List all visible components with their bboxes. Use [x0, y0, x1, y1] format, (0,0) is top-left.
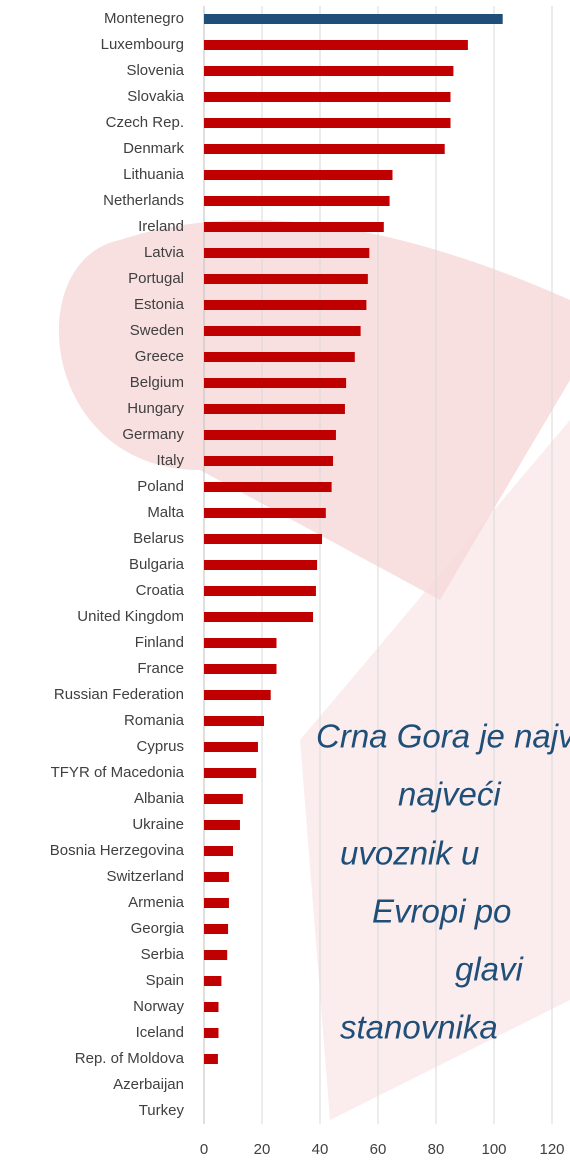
y-tick-label: Sweden [130, 322, 184, 339]
y-tick-label: Ireland [138, 218, 184, 235]
bar [204, 794, 243, 804]
bar [204, 118, 451, 128]
y-tick-label: Rep. of Moldova [75, 1050, 185, 1067]
x-tick-label: 100 [481, 1141, 506, 1158]
x-tick-label: 20 [254, 1141, 271, 1158]
y-tick-label: Denmark [123, 140, 184, 157]
y-tick-label: Switzerland [106, 868, 184, 885]
x-tick-label: 80 [428, 1141, 445, 1158]
bar [204, 482, 332, 492]
bar [204, 222, 384, 232]
bar [204, 1054, 218, 1064]
y-tick-label: Turkey [139, 1102, 185, 1119]
y-tick-label: Luxembourg [101, 36, 184, 53]
y-tick-label: Italy [156, 452, 184, 469]
y-tick-label: Bulgaria [129, 556, 185, 573]
bar [204, 40, 468, 50]
bar [204, 196, 390, 206]
bar [204, 430, 336, 440]
y-tick-label: Belarus [133, 530, 184, 547]
x-tick-label: 0 [200, 1141, 208, 1158]
bar [204, 144, 445, 154]
y-tick-label: TFYR of Macedonia [51, 764, 185, 781]
bar [204, 768, 257, 778]
y-tick-label: Cyprus [136, 738, 184, 755]
bar [204, 846, 233, 856]
bar [204, 534, 323, 544]
bar [204, 404, 345, 414]
bar [204, 820, 240, 830]
bar [204, 378, 347, 388]
y-tick-label: Malta [147, 504, 184, 521]
bar [204, 248, 370, 258]
bar [204, 638, 277, 648]
y-tick-label: Greece [135, 348, 184, 365]
bar [204, 664, 277, 674]
y-tick-label: Albania [134, 790, 185, 807]
y-tick-label: Georgia [131, 920, 185, 937]
y-tick-label: Estonia [134, 296, 185, 313]
bar [204, 352, 355, 362]
bar [204, 1002, 219, 1012]
x-tick-label: 40 [312, 1141, 329, 1158]
annotation: stanovnika [340, 1009, 498, 1046]
bar [204, 456, 334, 466]
bar [204, 274, 368, 284]
bar [204, 716, 265, 726]
y-tick-label: Hungary [127, 400, 184, 417]
y-tick-label: Croatia [136, 582, 185, 599]
y-tick-label: Romania [124, 712, 185, 729]
y-tick-label: Spain [146, 972, 184, 989]
bar [204, 92, 451, 102]
y-tick-label: Latvia [144, 244, 185, 261]
bar [204, 924, 229, 934]
bar [204, 950, 228, 960]
bar [204, 612, 314, 622]
bar [204, 508, 326, 518]
y-tick-label: Belgium [130, 374, 184, 391]
y-tick-label: Serbia [141, 946, 185, 963]
y-tick-label: Bosnia Herzegovina [50, 842, 185, 859]
x-tick-label: 60 [370, 1141, 387, 1158]
y-tick-label: Montenegro [104, 10, 184, 27]
y-tick-label: Germany [122, 426, 184, 443]
y-tick-label: Czech Rep. [106, 114, 184, 131]
bar [204, 170, 393, 180]
annotation: Crna Gora je najveći [316, 718, 570, 755]
background-shape [300, 420, 570, 1120]
y-tick-label: Azerbaijan [113, 1076, 184, 1093]
bar [204, 872, 229, 882]
y-tick-label: Slovakia [127, 88, 184, 105]
bar [204, 326, 361, 336]
bar [204, 742, 258, 752]
y-tick-label: United Kingdom [77, 608, 184, 625]
bar [204, 66, 454, 76]
bar [204, 560, 318, 570]
y-tick-label: Iceland [136, 1024, 184, 1041]
y-tick-label: Finland [135, 634, 184, 651]
y-tick-label: France [137, 660, 184, 677]
y-tick-label: Netherlands [103, 192, 184, 209]
annotation: najveći [398, 776, 502, 813]
y-tick-label: Poland [137, 478, 184, 495]
y-tick-label: Ukraine [132, 816, 184, 833]
y-tick-label: Armenia [128, 894, 185, 911]
bar [204, 586, 316, 596]
bar [204, 690, 271, 700]
bar [204, 898, 229, 908]
y-tick-label: Norway [133, 998, 184, 1015]
y-tick-label: Lithuania [123, 166, 185, 183]
bar [204, 976, 222, 986]
bar [204, 1028, 219, 1038]
y-tick-label: Slovenia [126, 62, 184, 79]
y-tick-label: Portugal [128, 270, 184, 287]
annotation: glavi [455, 951, 525, 988]
bar [204, 14, 503, 24]
annotation: Evropi po [372, 893, 511, 930]
bar [204, 300, 367, 310]
y-tick-label: Russian Federation [54, 686, 184, 703]
x-tick-label: 120 [539, 1141, 564, 1158]
annotation: uvoznik u [340, 835, 479, 872]
